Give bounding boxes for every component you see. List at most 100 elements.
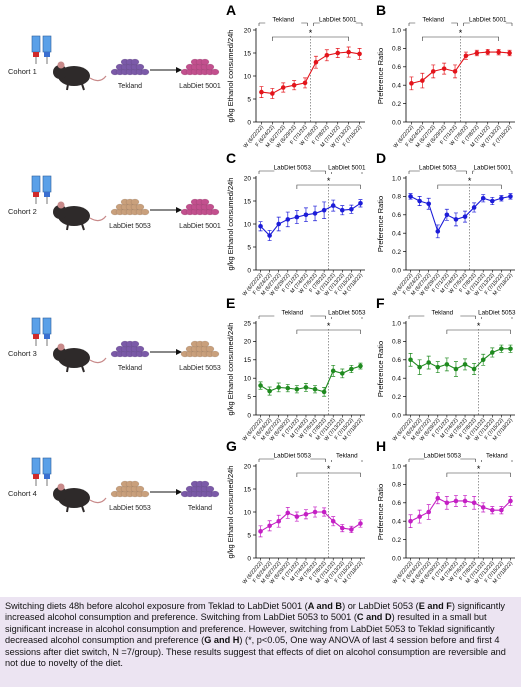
point [285, 386, 290, 391]
point [331, 203, 336, 208]
point [481, 358, 486, 363]
point [472, 501, 477, 506]
caption-text: E and F [419, 601, 452, 611]
diet-after: Tekland [188, 505, 212, 512]
point [417, 365, 422, 370]
y-tick-label: 15 [244, 50, 252, 57]
caption: Switching diets 48h before alcohol expos… [0, 597, 521, 687]
cohort-label: Cohort 1 [8, 67, 37, 76]
y-tick-label: 10 [244, 73, 252, 80]
bottle-cap [33, 52, 39, 57]
point [435, 365, 440, 370]
y-tick-label: 5 [247, 244, 251, 251]
point [481, 196, 486, 201]
panel-letter: H [376, 438, 386, 454]
y-tick-label: 0.2 [392, 537, 401, 544]
panel-letter: A [226, 2, 236, 18]
point [431, 69, 436, 74]
point [409, 81, 414, 86]
y-axis-title: g/kg Ethanol consumed/24h [226, 323, 235, 416]
point [490, 508, 495, 513]
y-tick-label: 1.0 [392, 463, 401, 470]
point [454, 367, 459, 372]
cohort-label: Cohort 2 [8, 207, 37, 216]
point [481, 505, 486, 510]
bottle-cap [44, 52, 50, 57]
period-label: Tekland [422, 17, 444, 24]
point [408, 358, 413, 363]
y-tick-label: 5 [247, 96, 251, 103]
pellet [211, 69, 219, 75]
bottle-cap [44, 474, 50, 479]
point [295, 514, 300, 519]
y-tick-label: 0.6 [392, 212, 401, 219]
pellet [201, 59, 209, 65]
chart: HPreference Ratio0.00.20.40.60.81.0W (6/… [376, 438, 515, 585]
panel-letter: G [226, 438, 237, 454]
y-tick-label: 0.4 [392, 231, 401, 238]
pellet [201, 481, 209, 487]
pellet [201, 199, 209, 205]
significance-mark: * [477, 464, 481, 474]
bottle-cap [33, 192, 39, 197]
y-tick-label: 0.6 [392, 64, 401, 71]
bottle [32, 176, 40, 192]
pellet [136, 204, 144, 210]
point [485, 50, 490, 55]
significance-mark: * [309, 28, 313, 38]
point [463, 362, 468, 367]
y-tick-label: 0.0 [392, 119, 401, 126]
point [463, 214, 468, 219]
point [281, 85, 286, 90]
diet-after: LabDiet 5001 [179, 223, 221, 230]
point [507, 51, 512, 56]
y-axis-title: Preference Ratio [376, 341, 385, 397]
point [435, 229, 440, 234]
pellet [136, 64, 144, 70]
y-tick-label: 0 [247, 267, 251, 274]
cohort-label: Cohort 3 [8, 349, 37, 358]
mouse-leg [82, 84, 84, 90]
point [340, 526, 345, 531]
point [357, 52, 362, 57]
mouse-tail [90, 216, 106, 221]
point [349, 207, 354, 212]
point [325, 53, 330, 58]
pellet [206, 486, 214, 492]
point [258, 224, 263, 229]
pellet [206, 204, 214, 210]
mouse-tail [90, 358, 106, 363]
point [358, 521, 363, 526]
point [322, 510, 327, 515]
significance-mark: * [327, 321, 331, 331]
pellet [141, 491, 149, 497]
point [408, 519, 413, 524]
y-axis-title: g/kg Ethanol consumed/24h [226, 30, 235, 123]
point [464, 53, 469, 58]
chart: Cg/kg Ethanol consumed/24h05101520W (6/2… [226, 150, 366, 297]
food-pile [181, 59, 219, 75]
point [442, 66, 447, 71]
point [304, 213, 309, 218]
pellet [131, 199, 139, 205]
y-tick-label: 0.8 [392, 482, 401, 489]
point [331, 519, 336, 524]
period-label: Tekland [486, 453, 508, 460]
y-tick-label: 0.0 [392, 555, 401, 562]
bottle [32, 36, 40, 52]
point [340, 208, 345, 213]
point [258, 383, 263, 388]
point [267, 524, 272, 529]
y-tick-label: 0.4 [392, 376, 401, 383]
y-tick-label: 0.8 [392, 46, 401, 53]
series-line [411, 196, 511, 231]
point [270, 91, 275, 96]
point [259, 90, 264, 95]
point [331, 369, 336, 374]
pellet [206, 64, 214, 70]
caption-text: C and D [357, 612, 392, 622]
food-pile [181, 341, 219, 357]
point [496, 50, 501, 55]
point [304, 512, 309, 517]
